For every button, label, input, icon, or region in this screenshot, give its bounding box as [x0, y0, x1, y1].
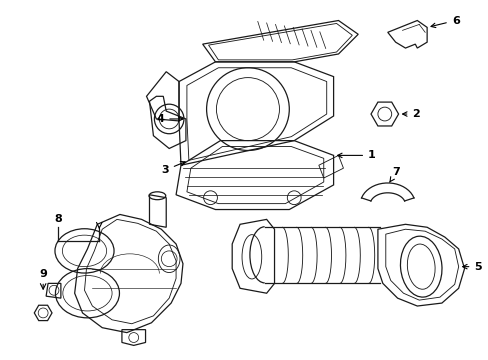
Text: 8: 8 — [54, 215, 61, 224]
Text: 2: 2 — [402, 109, 419, 119]
Text: 7: 7 — [389, 167, 400, 182]
Text: 5: 5 — [462, 262, 481, 272]
Text: 6: 6 — [430, 15, 459, 28]
Text: 1: 1 — [337, 150, 375, 161]
Text: 3: 3 — [161, 162, 185, 175]
Text: 9: 9 — [39, 269, 47, 279]
Text: 4: 4 — [156, 114, 183, 124]
